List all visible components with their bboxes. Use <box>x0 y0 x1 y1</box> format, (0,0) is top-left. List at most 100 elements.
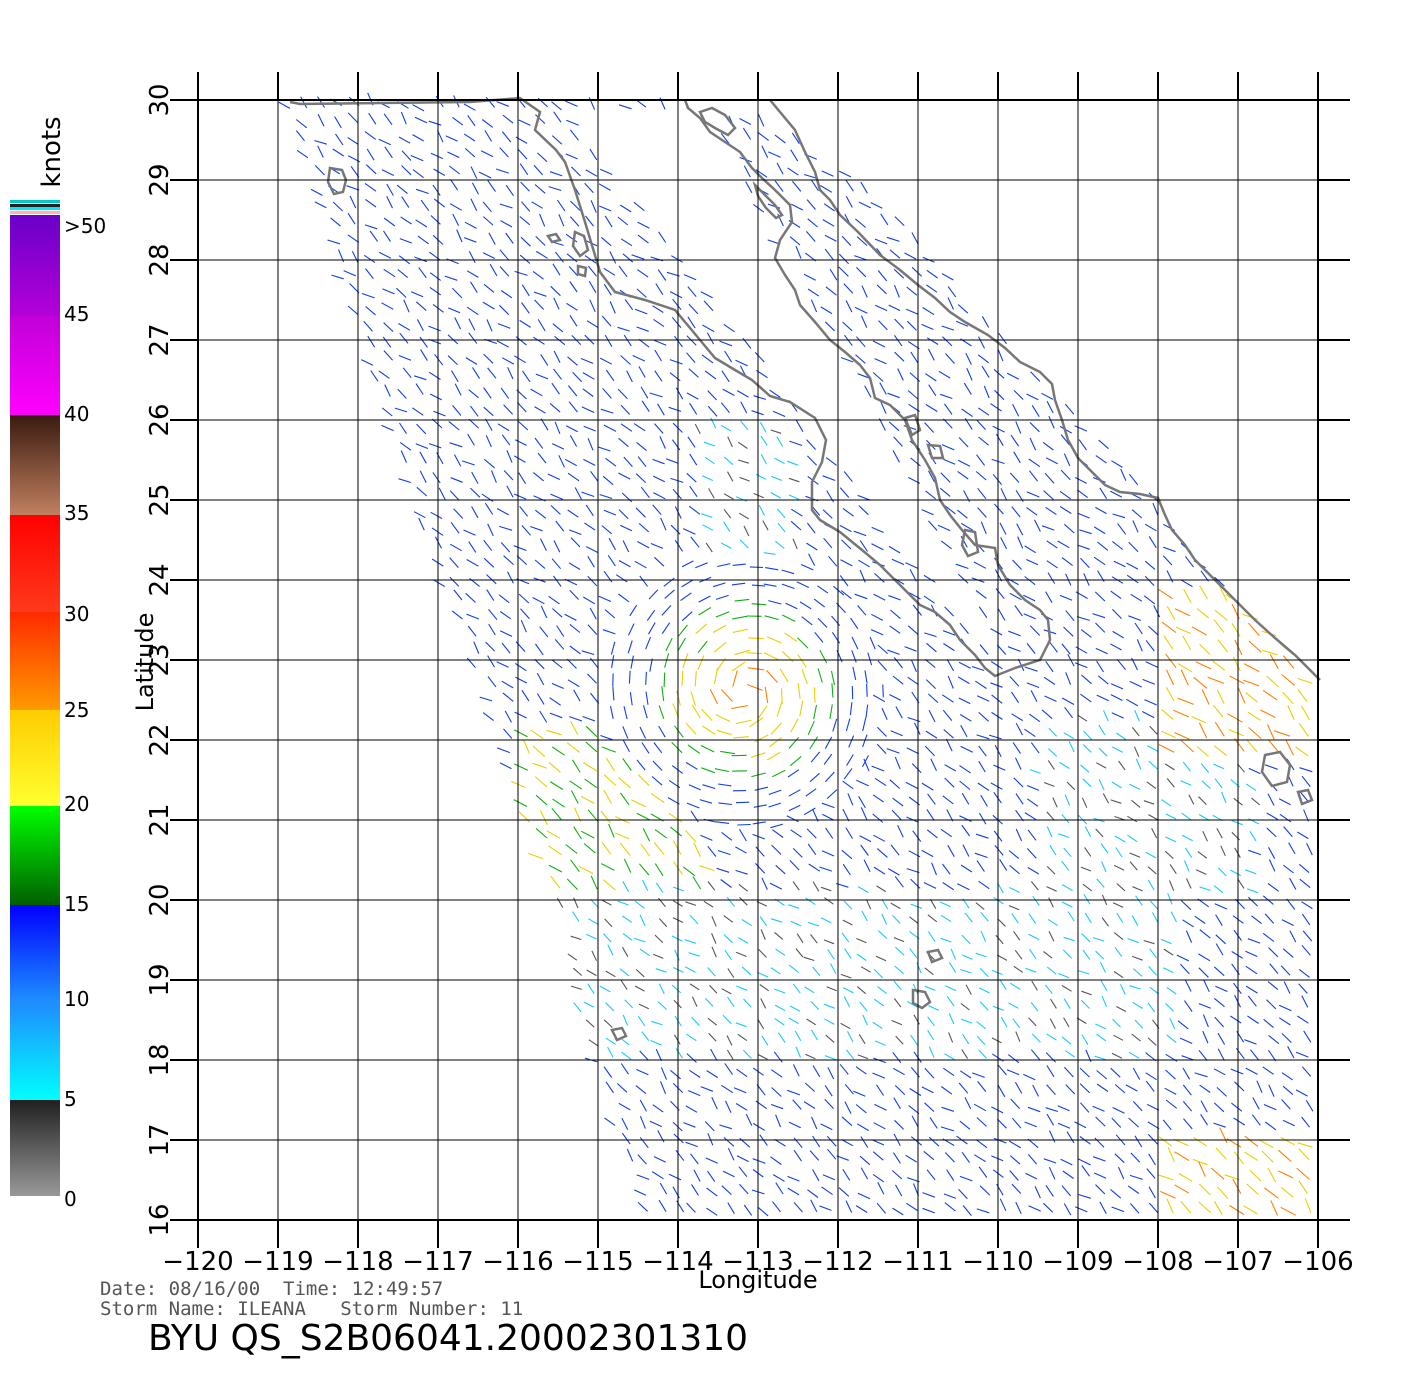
wind-vector <box>413 511 426 519</box>
wind-vector <box>1112 902 1124 908</box>
wind-vector <box>820 917 832 924</box>
wind-vector <box>1084 826 1092 837</box>
wind-vector <box>793 1149 802 1162</box>
wind-vector <box>415 301 427 312</box>
wind-vector <box>605 1037 616 1045</box>
wind-vector <box>1028 933 1040 941</box>
wind-vector <box>1183 588 1192 603</box>
wind-vector <box>1160 938 1172 945</box>
wind-vector <box>1029 768 1041 774</box>
wind-vector <box>631 254 645 260</box>
wind-vector <box>788 964 799 973</box>
date-time-info: Date: 08/16/00 Time: 12:49:57 <box>100 1278 444 1300</box>
wind-vector <box>456 229 463 243</box>
wind-vector <box>991 1106 1004 1114</box>
wind-vector <box>1202 1014 1209 1028</box>
wind-vector <box>976 1021 986 1030</box>
colorbar-band <box>10 415 60 515</box>
wind-vector <box>1287 705 1295 720</box>
wind-vector <box>1149 986 1160 995</box>
wind-vector <box>770 823 784 829</box>
wind-vector <box>906 286 918 296</box>
wind-vector <box>521 525 531 536</box>
wind-vector <box>957 573 969 584</box>
wind-vector <box>872 694 886 703</box>
wind-vector <box>588 1039 599 1047</box>
wind-vector <box>1032 1084 1039 1097</box>
wind-vector <box>893 436 903 447</box>
wind-vector <box>548 761 561 773</box>
wind-vector <box>703 900 714 908</box>
wind-vector <box>911 232 919 245</box>
wind-vector <box>788 1121 801 1129</box>
wind-vector <box>1244 1151 1259 1161</box>
wind-vector <box>521 284 530 297</box>
wind-vector <box>718 783 732 787</box>
wind-vector <box>1269 963 1279 974</box>
wind-vector <box>927 931 936 942</box>
wind-vector <box>1144 699 1157 706</box>
wind-vector <box>887 868 900 876</box>
colorbar-label: 0 <box>64 1187 77 1211</box>
wind-vector <box>980 521 987 535</box>
wind-vector <box>1145 640 1155 652</box>
wind-vector <box>746 652 763 655</box>
wind-vector <box>636 441 647 452</box>
wind-vector <box>619 968 630 977</box>
wind-vector <box>672 298 682 311</box>
wind-vector <box>569 216 580 227</box>
wind-vector <box>961 934 971 945</box>
wind-vector <box>948 1013 955 1025</box>
wind-vector <box>906 320 917 331</box>
wind-vector <box>401 165 412 176</box>
wind-vector <box>1126 698 1139 707</box>
wind-vector <box>660 517 667 531</box>
wind-vector <box>844 1083 854 1095</box>
wind-vector <box>1074 477 1087 484</box>
lat-tick-label: 16 <box>145 1203 175 1236</box>
wind-vector <box>1160 799 1172 807</box>
wind-vector <box>1184 556 1194 568</box>
wind-vector <box>363 320 373 332</box>
wind-vector <box>1182 1101 1193 1112</box>
wind-vector <box>825 457 838 466</box>
wind-vector <box>959 815 972 822</box>
wind-vector <box>894 1085 906 1095</box>
wind-vector <box>825 1034 835 1043</box>
wind-vector <box>1196 746 1209 757</box>
wind-vector <box>872 813 884 823</box>
wind-vector <box>877 660 888 671</box>
wind-vector <box>966 367 973 381</box>
wind-vector <box>675 387 684 400</box>
colorbar-band <box>10 612 60 710</box>
wind-vector <box>999 859 1008 871</box>
wind-vector <box>893 980 902 991</box>
wind-vector <box>452 405 462 416</box>
wind-vector <box>1166 606 1176 620</box>
wind-vector <box>1116 912 1124 923</box>
wind-vector <box>616 1083 628 1093</box>
wind-vector <box>618 593 630 603</box>
wind-vector <box>483 353 494 364</box>
wind-vector <box>1220 845 1226 857</box>
wind-vector <box>841 1116 853 1127</box>
wind-vector <box>334 116 342 129</box>
wind-vector <box>943 729 954 739</box>
wind-vector <box>537 319 546 332</box>
wind-vector <box>707 845 717 857</box>
wind-vector <box>963 382 972 395</box>
wind-vector <box>1011 691 1020 704</box>
wind-vector <box>585 1019 595 1028</box>
wind-vector <box>826 1135 837 1147</box>
wind-vector <box>974 1154 986 1163</box>
wind-vector <box>771 475 783 482</box>
wind-vector <box>548 595 560 605</box>
wind-vector <box>513 545 527 552</box>
wind-vector <box>829 268 838 281</box>
wind-vector <box>567 509 579 518</box>
wind-vector <box>830 963 837 975</box>
wind-vector <box>1219 1127 1228 1144</box>
wind-vector <box>1008 630 1021 637</box>
wind-vector <box>1165 1069 1176 1080</box>
wind-vector <box>1099 961 1106 973</box>
